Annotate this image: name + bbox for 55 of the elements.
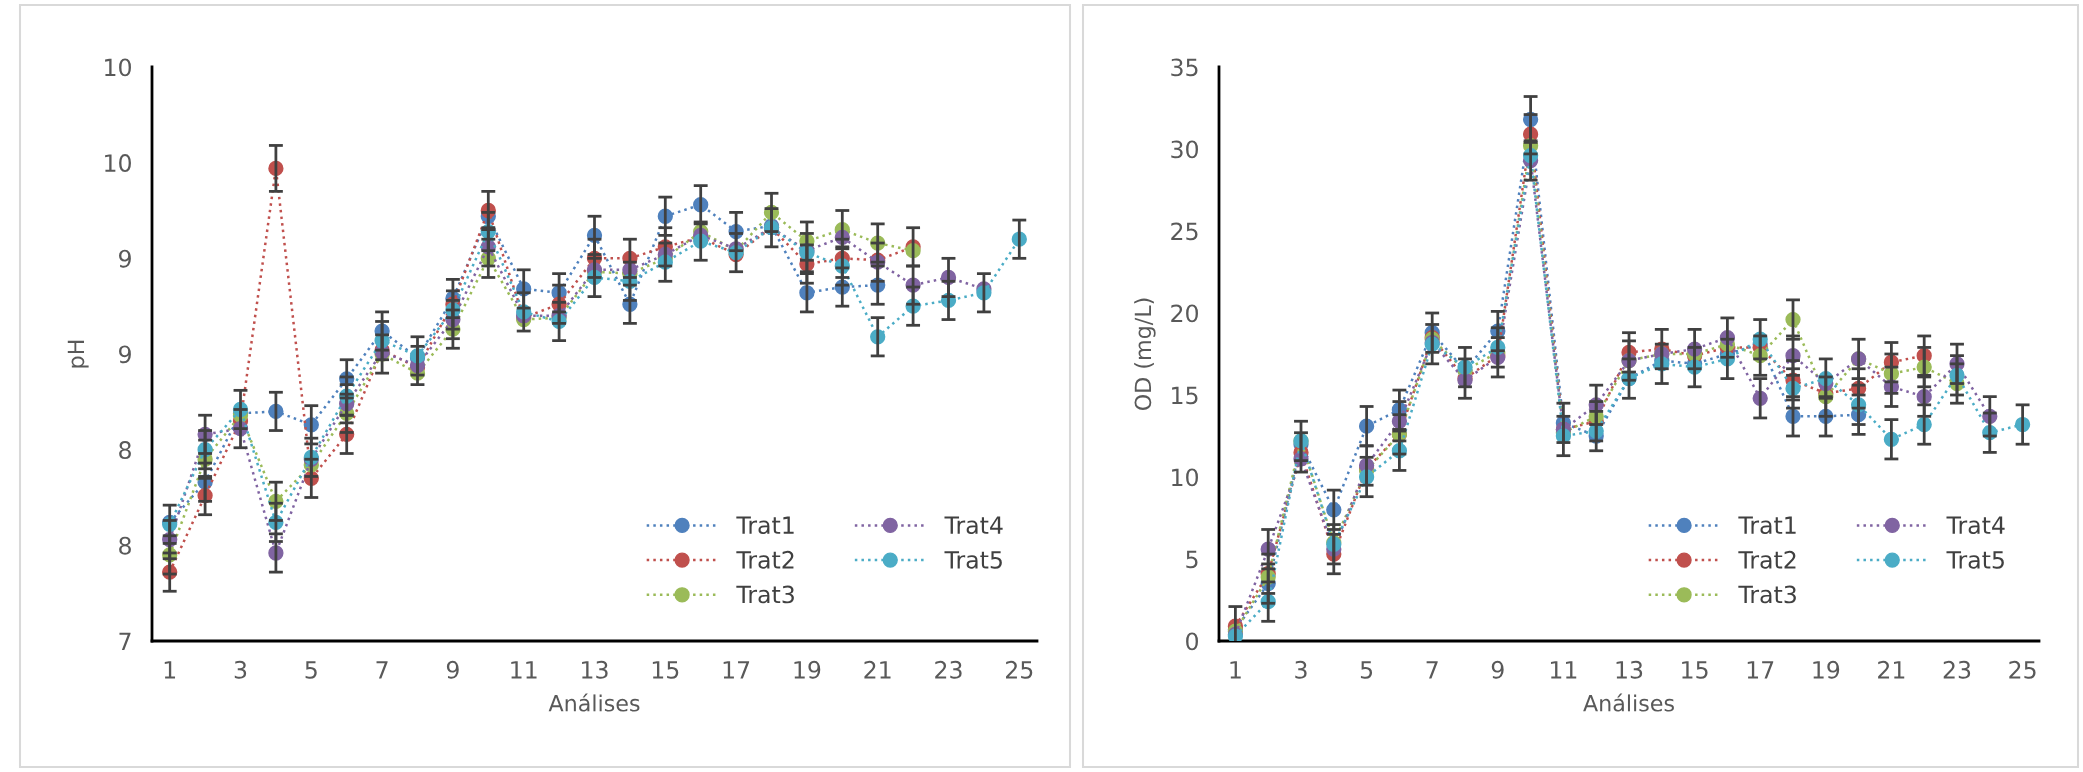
y-tick-label: 0 [1186,632,1198,651]
x-tick-label: 15 [652,661,679,679]
x-tick-label: 3 [234,660,247,679]
x-tick-label: 7 [1426,661,1438,679]
y-tick-label: 35 [1171,58,1198,77]
y-tick-label: 10 [1172,468,1198,487]
y-tick-label: 7 [119,632,131,650]
y-tick-label: 8 [119,536,131,555]
x-tick-label: 9 [1491,660,1504,679]
x-tick-label: 17 [1747,661,1774,679]
y-axis-title: OD (mg/L) [1134,298,1156,411]
legend-label: Trat5 [944,551,1002,569]
y-tick-label: 25 [1171,222,1198,241]
x-tick-label: 17 [723,661,750,679]
x-tick-label: 13 [582,660,608,679]
legend-label: Trat3 [1738,585,1796,604]
x-tick-label: 3 [1295,660,1307,679]
legend-label: Trat2 [736,550,794,569]
x-tick-label: 7 [376,661,388,679]
y-tick-label: 9 [119,345,131,364]
y-axis-title: pH [67,340,89,368]
x-axis-title: Análises [548,693,640,712]
y-tick-label: 8 [119,441,131,459]
y-tick-label: 20 [1171,304,1198,323]
y-tick-label: 30 [1171,140,1198,159]
x-tick-label: 25 [1006,660,1033,679]
x-tick-label: 5 [305,661,317,679]
x-tick-label: 5 [1360,661,1373,679]
y-tick-label: 15 [1172,386,1198,405]
y-tick-label: 9 [119,249,131,268]
x-axis-title: Análises [1583,693,1674,712]
y-tick-label: 10 [105,58,131,77]
x-tick-label: 25 [2009,660,2036,679]
legend-label: Trat5 [1946,551,2004,569]
x-tick-label: 11 [1550,661,1577,679]
x-tick-label: 23 [1943,660,1971,679]
legend-label: Trat4 [1946,516,2005,535]
legend-label: Trat4 [944,516,1003,535]
x-tick-label: 23 [935,660,962,679]
x-tick-label: 1 [1230,661,1241,679]
legend-label: Trat1 [736,516,794,535]
legend-label: Trat2 [1738,550,1796,569]
x-tick-label: 1 [164,661,176,679]
legend-label: Trat1 [1738,516,1796,535]
y-tick-label: 10 [105,154,131,172]
x-tick-label: 11 [511,661,537,679]
x-tick-label: 13 [1616,660,1643,679]
y-tick-label: 5 [1186,550,1198,569]
x-tick-label: 15 [1682,661,1708,679]
legend-label: Trat3 [736,585,794,604]
x-tick-label: 21 [1878,660,1905,679]
x-tick-label: 19 [1813,660,1840,679]
x-tick-label: 19 [794,660,821,679]
x-tick-label: 9 [446,660,459,679]
x-tick-label: 21 [864,660,891,679]
